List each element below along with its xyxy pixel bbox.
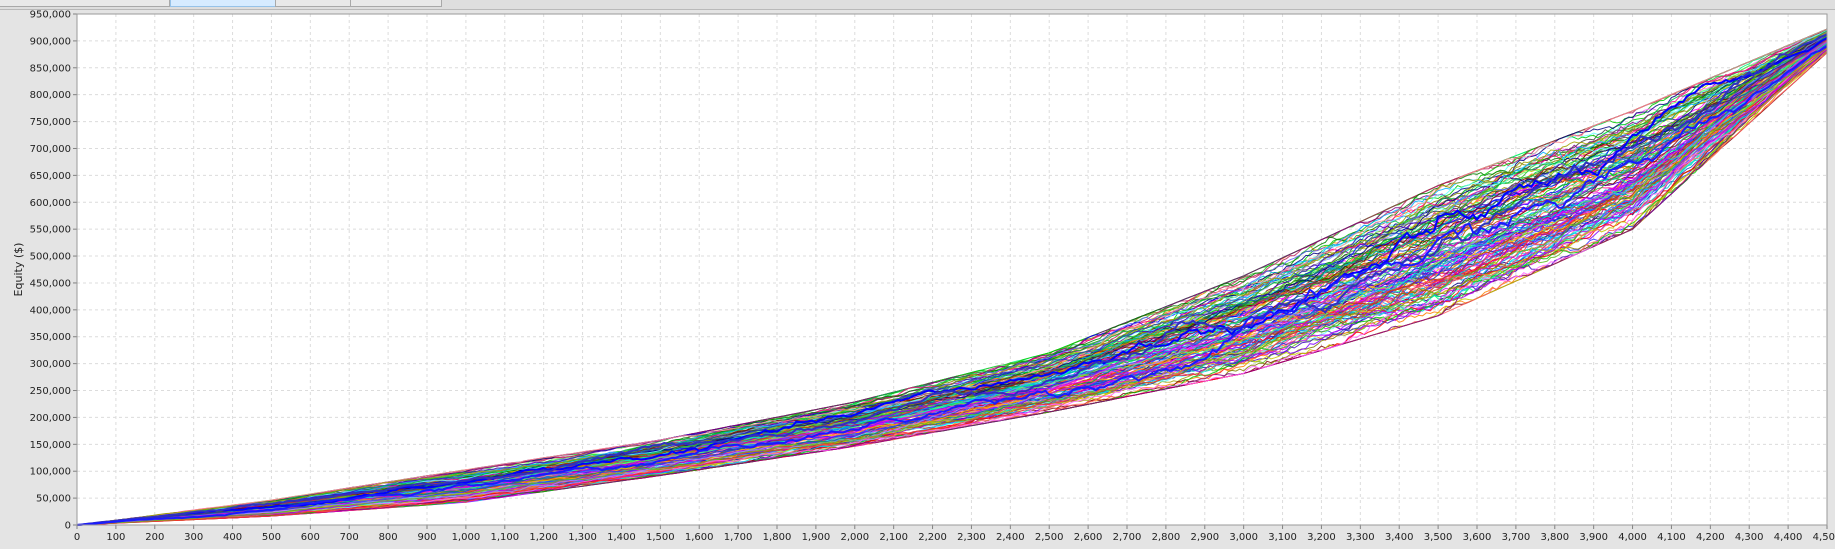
equity-series-line bbox=[76, 41, 1828, 526]
y-tick-label: 400,000 bbox=[30, 305, 71, 316]
equity-series-line bbox=[76, 32, 1828, 526]
x-tick-label: 2,100 bbox=[879, 532, 908, 543]
plot-border bbox=[76, 13, 1828, 526]
x-tick-label: 900 bbox=[417, 532, 436, 543]
x-tick-label: 2,300 bbox=[957, 532, 986, 543]
x-tick-label: 500 bbox=[262, 532, 281, 543]
x-tick-label: 3,500 bbox=[1424, 532, 1453, 543]
equity-chart: 0 50,000 100,000 150,000 200,000 250,000 300,0… bbox=[12, 10, 1835, 544]
x-tick-label: 1,400 bbox=[607, 532, 636, 543]
x-tick-label: 4,400 bbox=[1774, 532, 1803, 543]
x-tick-label: 800 bbox=[379, 532, 398, 543]
y-tick-label: 950,000 bbox=[30, 10, 71, 21]
equity-series-line bbox=[76, 49, 1828, 526]
y-tick-label: 250,000 bbox=[30, 386, 71, 397]
y-tick-label: 100,000 bbox=[30, 467, 71, 478]
y-tick-label: 450,000 bbox=[30, 278, 71, 289]
x-tick-label: 700 bbox=[340, 532, 359, 543]
y-tick-label: 700,000 bbox=[30, 144, 71, 155]
x-tick-label: 3,100 bbox=[1268, 532, 1297, 543]
highlight-series-line bbox=[76, 45, 1828, 526]
tab-4[interactable] bbox=[350, 0, 442, 7]
y-tick-label: 900,000 bbox=[30, 36, 71, 47]
tab-strip bbox=[0, 0, 1835, 10]
x-tick-label: 100 bbox=[106, 532, 125, 543]
tab-3[interactable] bbox=[275, 0, 351, 7]
x-tick-label: 2,900 bbox=[1190, 532, 1219, 543]
y-tick-label: 200,000 bbox=[30, 413, 71, 424]
y-tick-label: 0 bbox=[65, 521, 71, 532]
y-axis-label: Equity ($) bbox=[12, 243, 25, 297]
y-tick-label: 850,000 bbox=[30, 63, 71, 74]
equity-series-line bbox=[76, 39, 1828, 526]
x-tick-label: 4,300 bbox=[1735, 532, 1764, 543]
x-tick-label: 3,400 bbox=[1385, 532, 1414, 543]
x-axis: 0 100 200 300 400 500 600 700 800 900 1,000 1,100 1,… bbox=[74, 525, 1835, 543]
x-tick-label: 1,500 bbox=[646, 532, 675, 543]
highlight-series-line bbox=[76, 33, 1828, 526]
equity-series-line bbox=[76, 44, 1828, 526]
x-tick-label: 300 bbox=[184, 532, 203, 543]
x-tick-label: 2,000 bbox=[840, 532, 869, 543]
chart-panel: 0 50,000 100,000 150,000 200,000 250,000 300,0… bbox=[0, 10, 1835, 545]
x-tick-label: 2,700 bbox=[1113, 532, 1142, 543]
x-tick-label: 4,500 bbox=[1813, 532, 1835, 543]
x-tick-label: 4,000 bbox=[1618, 532, 1647, 543]
x-tick-label: 2,800 bbox=[1152, 532, 1181, 543]
x-tick-label: 600 bbox=[301, 532, 320, 543]
y-tick-label: 650,000 bbox=[30, 171, 71, 182]
x-tick-label: 3,300 bbox=[1346, 532, 1375, 543]
y-tick-label: 150,000 bbox=[30, 440, 71, 451]
x-tick-label: 200 bbox=[145, 532, 164, 543]
x-tick-label: 3,800 bbox=[1540, 532, 1569, 543]
x-tick-label: 0 bbox=[74, 532, 80, 543]
y-tick-label: 750,000 bbox=[30, 117, 71, 128]
x-tick-label: 1,900 bbox=[802, 532, 831, 543]
x-tick-label: 3,000 bbox=[1229, 532, 1258, 543]
tab-2[interactable] bbox=[170, 0, 276, 7]
x-tick-label: 1,200 bbox=[529, 532, 558, 543]
x-tick-label: 1,700 bbox=[724, 532, 753, 543]
y-tick-label: 550,000 bbox=[30, 225, 71, 236]
x-tick-label: 1,600 bbox=[685, 532, 714, 543]
x-tick-label: 400 bbox=[223, 532, 242, 543]
x-tick-label: 1,300 bbox=[568, 532, 597, 543]
x-tick-label: 2,600 bbox=[1074, 532, 1103, 543]
x-tick-label: 2,200 bbox=[918, 532, 947, 543]
x-tick-label: 2,500 bbox=[1035, 532, 1064, 543]
y-tick-label: 500,000 bbox=[30, 252, 71, 263]
y-tick-label: 600,000 bbox=[30, 198, 71, 209]
x-tick-label: 2,400 bbox=[996, 532, 1025, 543]
y-tick-label: 800,000 bbox=[30, 90, 71, 101]
x-tick-label: 3,600 bbox=[1463, 532, 1492, 543]
x-tick-label: 3,200 bbox=[1307, 532, 1336, 543]
y-axis: 0 50,000 100,000 150,000 200,000 250,000 300,0… bbox=[30, 10, 77, 532]
x-tick-label: 3,900 bbox=[1579, 532, 1608, 543]
x-tick-label: 1,100 bbox=[490, 532, 519, 543]
x-tick-label: 4,200 bbox=[1696, 532, 1725, 543]
equity-series-line bbox=[76, 45, 1828, 526]
x-tick-label: 1,000 bbox=[452, 532, 481, 543]
y-tick-label: 300,000 bbox=[30, 359, 71, 370]
y-tick-label: 50,000 bbox=[36, 494, 71, 505]
x-tick-label: 1,800 bbox=[763, 532, 792, 543]
y-tick-label: 350,000 bbox=[30, 332, 71, 343]
series-layer bbox=[76, 28, 1828, 526]
x-tick-label: 4,100 bbox=[1657, 532, 1686, 543]
tab-1[interactable] bbox=[0, 0, 170, 7]
plot-area bbox=[76, 13, 1828, 526]
x-tick-label: 3,700 bbox=[1502, 532, 1531, 543]
